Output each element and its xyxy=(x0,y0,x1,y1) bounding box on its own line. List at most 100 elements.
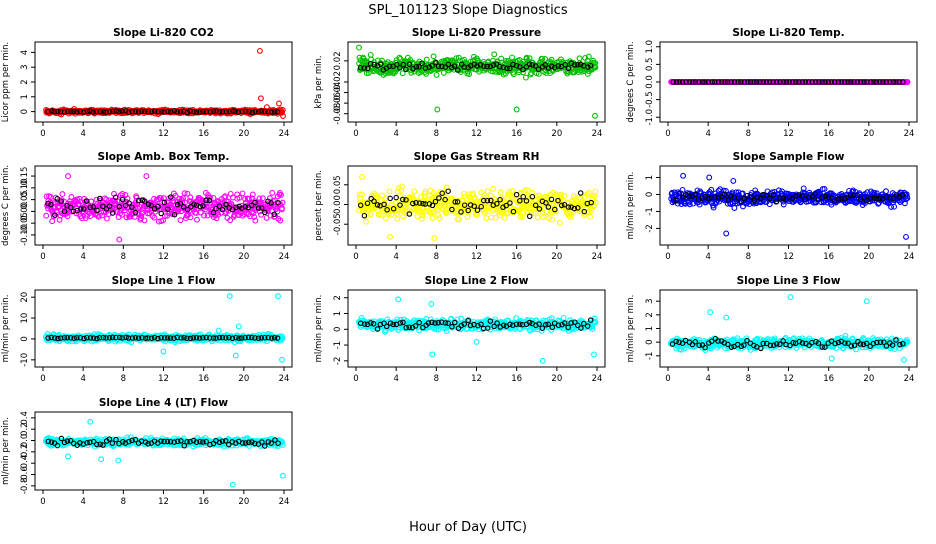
data-point xyxy=(535,215,540,220)
x-tick-label: 24 xyxy=(279,129,290,139)
x-tick-label: 20 xyxy=(551,374,562,384)
outlier-point xyxy=(681,173,686,178)
scatter-series xyxy=(669,173,910,239)
y-tick-label: 20 xyxy=(20,292,30,303)
panel-title: Slope Li-820 Pressure xyxy=(412,27,541,39)
x-tick-label: 24 xyxy=(592,252,603,262)
x-tick-label: 16 xyxy=(823,374,834,384)
data-point xyxy=(511,72,516,77)
x-tick-label: 20 xyxy=(863,252,874,262)
data-point xyxy=(434,73,439,78)
x-tick-label: 8 xyxy=(434,374,439,384)
panel-title: Slope Li-820 Temp. xyxy=(732,27,844,39)
x-tick-label: 0 xyxy=(665,252,670,262)
x-tick-label: 16 xyxy=(823,252,834,262)
data-point xyxy=(524,75,529,80)
data-point xyxy=(60,192,65,197)
data-point xyxy=(387,189,392,194)
outlier-point xyxy=(593,113,598,118)
x-tick-label: 16 xyxy=(511,374,522,384)
y-tick-label: 0.5 xyxy=(645,58,655,72)
data-point xyxy=(395,216,400,221)
data-point xyxy=(498,190,503,195)
x-tick-label: 16 xyxy=(198,129,209,139)
data-point xyxy=(44,213,49,218)
outlier-point xyxy=(435,107,440,112)
data-point xyxy=(195,217,200,222)
x-tick-label: 0 xyxy=(665,374,670,384)
x-tick-label: 20 xyxy=(238,129,249,139)
x-tick-label: 8 xyxy=(746,374,751,384)
scatter-series xyxy=(43,294,284,362)
x-tick-label: 20 xyxy=(863,129,874,139)
outlier-point xyxy=(707,175,712,180)
x-tick-label: 12 xyxy=(158,129,169,139)
x-tick-label: 4 xyxy=(80,129,85,139)
y-tick-label: -1 xyxy=(645,352,655,360)
x-tick-label: 24 xyxy=(592,374,603,384)
x-tick-label: 20 xyxy=(238,252,249,262)
x-tick-label: 24 xyxy=(904,129,915,139)
plot-frame xyxy=(35,290,292,367)
x-tick-label: 24 xyxy=(904,252,915,262)
outlier-point xyxy=(724,231,729,236)
x-tick-label: 8 xyxy=(746,252,751,262)
x-tick-label: 8 xyxy=(121,129,126,139)
outlier-point xyxy=(514,107,519,112)
x-tick-label: 20 xyxy=(863,374,874,384)
x-tick-label: 20 xyxy=(551,129,562,139)
x-tick-label: 0 xyxy=(353,374,358,384)
x-tick-label: 24 xyxy=(279,252,290,262)
y-axis-label: ml/min per min. xyxy=(314,295,324,363)
data-point xyxy=(732,206,737,211)
panel-title: Slope Amb. Box Temp. xyxy=(98,151,230,163)
scatter-series xyxy=(357,45,598,118)
y-tick-label: 0.0 xyxy=(645,75,655,89)
plot-frame xyxy=(348,42,605,122)
y-tick-label: -1 xyxy=(333,341,343,349)
x-tick-label: 4 xyxy=(393,252,398,262)
data-point xyxy=(430,216,435,221)
y-tick-label: 0.05 xyxy=(333,175,343,194)
x-tick-label: 4 xyxy=(393,129,398,139)
data-point xyxy=(561,316,566,321)
data-point xyxy=(884,189,889,194)
x-tick-label: 24 xyxy=(904,374,915,384)
data-point xyxy=(424,57,429,62)
x-tick-label: 12 xyxy=(471,129,482,139)
outlier-point xyxy=(474,340,479,345)
y-tick-label: 1 xyxy=(645,326,655,331)
x-tick-label: 12 xyxy=(471,374,482,384)
y-tick-label: 2 xyxy=(333,295,343,300)
panel-title: Slope Gas Stream RH xyxy=(414,151,540,163)
data-point xyxy=(484,216,489,221)
x-tick-label: 8 xyxy=(434,129,439,139)
data-point xyxy=(577,56,582,61)
data-point xyxy=(485,189,490,194)
x-tick-label: 12 xyxy=(158,252,169,262)
x-tick-label: 8 xyxy=(121,374,126,384)
outlier-point xyxy=(904,235,909,240)
data-point xyxy=(588,214,593,219)
y-tick-label: 0 xyxy=(20,336,30,341)
y-tick-label: 2 xyxy=(20,79,30,84)
x-tick-label: 0 xyxy=(353,252,358,262)
y-axis-label: kPa per min. xyxy=(314,55,324,108)
y-axis-label: degrees C per min. xyxy=(1,165,11,246)
outlier-point xyxy=(731,179,736,184)
y-tick-label: -1.0 xyxy=(645,109,655,126)
y-axis-label: ml/min per min. xyxy=(626,172,636,240)
outlier-point xyxy=(259,96,264,101)
data-point xyxy=(260,196,265,201)
x-tick-label: 16 xyxy=(198,374,209,384)
figure-title: SPL_101123 Slope Diagnostics xyxy=(368,3,567,18)
outlier-point xyxy=(117,237,122,242)
y-tick-label: 3 xyxy=(645,298,655,303)
x-tick-label: 8 xyxy=(121,252,126,262)
